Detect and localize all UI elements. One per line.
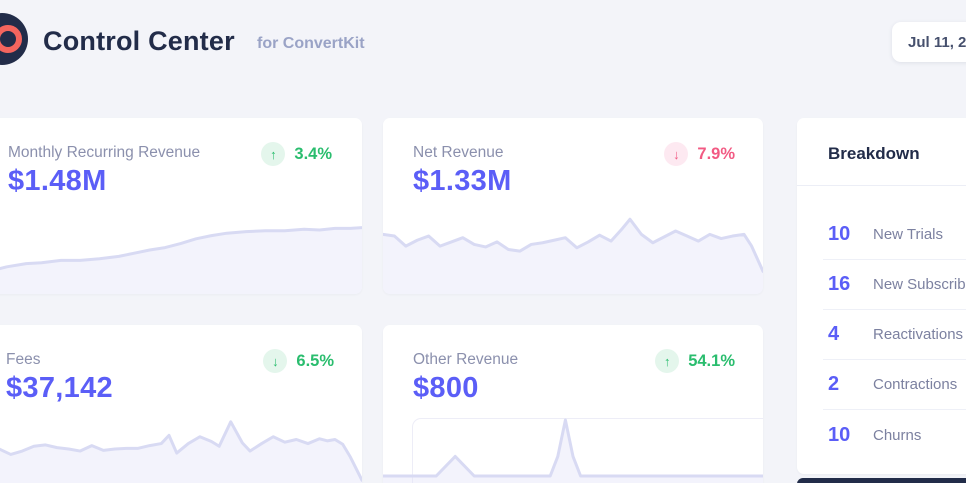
arrow-down-icon: ↓ bbox=[272, 353, 279, 369]
arrow-up-icon: ↑ bbox=[663, 353, 671, 369]
change-percent: 54.1% bbox=[688, 351, 735, 370]
metric-value: $1.33M bbox=[413, 165, 512, 197]
baremetrics-logo-icon bbox=[0, 13, 28, 65]
breakdown-label: New Trials bbox=[873, 226, 944, 243]
date-range-label: Jul 11, 20 bbox=[908, 33, 966, 51]
change-percent: 3.4% bbox=[294, 144, 332, 163]
breakdown-label: Churns bbox=[873, 426, 922, 444]
change-badge: ↓ 7.9% bbox=[664, 142, 735, 166]
breakdown-label: Reactivations bbox=[873, 326, 964, 343]
breakdown-value: 4 bbox=[828, 323, 840, 345]
breakdown-value: 2 bbox=[828, 373, 840, 395]
breakdown-row-new-trials[interactable]: 10 New Trials bbox=[823, 210, 966, 260]
breakdown-row-new-subscribers[interactable]: 16 New Subscribers bbox=[823, 260, 966, 310]
change-percent: 6.5% bbox=[296, 351, 334, 370]
breakdown-label: Contractions bbox=[873, 376, 958, 393]
date-range-button[interactable]: Jul 11, 20 bbox=[892, 22, 966, 62]
change-percent: 7.9% bbox=[697, 144, 735, 163]
metric-label: Other Revenue bbox=[413, 351, 519, 368]
metric-card-net-revenue[interactable]: Net Revenue ↓ 7.9% $1.33M bbox=[383, 118, 763, 294]
next-panel-top-edge bbox=[797, 478, 966, 483]
change-badge: ↑ 3.4% bbox=[261, 142, 332, 166]
page-title: Control Center bbox=[43, 26, 235, 56]
change-badge: ↓ 6.5% bbox=[263, 349, 334, 373]
breakdown-value: 16 bbox=[828, 273, 851, 295]
metric-value: $1.48M bbox=[8, 165, 107, 197]
breakdown-panel: Breakdown 10 New Trials 16 New Subscribe… bbox=[797, 118, 966, 474]
metric-card-other-revenue[interactable]: Other Revenue ↑ 54.1% $800 bbox=[383, 325, 763, 483]
arrow-up-icon: ↑ bbox=[270, 146, 277, 162]
breakdown-row-contractions[interactable]: 2 Contractions bbox=[823, 360, 966, 410]
breakdown-row-reactivations[interactable]: 4 Reactivations bbox=[823, 310, 966, 360]
page-subtitle: for ConvertKit bbox=[257, 35, 365, 52]
breakdown-label: New Subscribers bbox=[873, 276, 966, 293]
change-badge: ↑ 54.1% bbox=[655, 349, 735, 373]
logo-ring-icon bbox=[0, 25, 22, 53]
breakdown-list: 10 New Trials 16 New Subscribers 4 React… bbox=[797, 186, 966, 460]
net-revenue-sparkline bbox=[383, 210, 763, 294]
mrr-sparkline bbox=[0, 214, 362, 294]
breakdown-row-churns[interactable]: 10 Churns bbox=[823, 410, 966, 460]
metric-value: $37,142 bbox=[6, 372, 113, 404]
arrow-down-icon: ↓ bbox=[673, 146, 680, 162]
metric-value: $800 bbox=[413, 372, 479, 404]
breakdown-value: 10 bbox=[828, 223, 851, 245]
divider bbox=[797, 185, 966, 186]
other-revenue-sparkline bbox=[383, 413, 763, 483]
breakdown-value: 10 bbox=[828, 423, 851, 446]
metric-label: Net Revenue bbox=[413, 144, 504, 161]
metric-card-fees[interactable]: Fees ↓ 6.5% $37,142 bbox=[0, 325, 362, 483]
fees-sparkline bbox=[0, 415, 362, 483]
metric-label: Fees bbox=[6, 351, 41, 368]
metric-card-monthly-recurring-revenue[interactable]: Monthly Recurring Revenue ↑ 3.4% $1.48M bbox=[0, 118, 362, 294]
breakdown-title: Breakdown bbox=[828, 144, 920, 163]
metric-label: Monthly Recurring Revenue bbox=[8, 144, 201, 161]
